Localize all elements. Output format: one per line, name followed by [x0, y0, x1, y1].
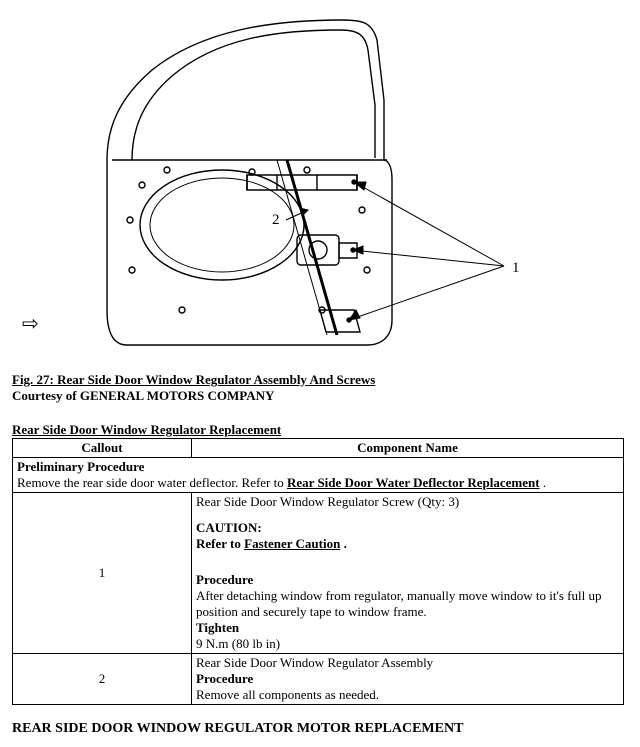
callout-1-label: 1: [512, 260, 520, 276]
row2-component: Rear Side Door Window Regulator Assembly…: [192, 654, 624, 705]
row1-tighten-label: Tighten: [196, 620, 619, 636]
table-row: 1 Rear Side Door Window Regulator Screw …: [13, 493, 624, 654]
door-svg: 1 2: [72, 10, 532, 370]
figure-courtesy: Courtesy of GENERAL MOTORS COMPANY: [12, 388, 628, 404]
row1-title: Rear Side Door Window Regulator Screw (Q…: [196, 494, 619, 510]
prelim-text-pre: Remove the rear side door water deflecto…: [17, 475, 287, 490]
prelim-text-post: .: [540, 475, 547, 490]
next-section-heading: REAR SIDE DOOR WINDOW REGULATOR MOTOR RE…: [12, 721, 628, 737]
prelim-heading: Preliminary Procedure: [17, 459, 619, 475]
table-header-row: Callout Component Name: [13, 439, 624, 458]
left-arrow-icon: ⇨: [22, 311, 39, 336]
prelim-link[interactable]: Rear Side Door Water Deflector Replaceme…: [287, 475, 540, 490]
prelim-row: Preliminary Procedure Remove the rear si…: [13, 458, 624, 493]
row2-proc-label: Procedure: [196, 671, 619, 687]
col-callout: Callout: [13, 439, 192, 458]
row1-caution-label: CAUTION:: [196, 520, 619, 536]
row2-callout: 2: [13, 654, 192, 705]
row1-caution-link[interactable]: Fastener Caution: [244, 536, 340, 551]
row1-component: Rear Side Door Window Regulator Screw (Q…: [192, 493, 624, 654]
row1-proc-label: Procedure: [196, 572, 619, 588]
row1-caution-post: .: [340, 536, 347, 551]
figure-label: Fig. 27: Rear Side Door Window Regulator…: [12, 372, 375, 387]
row1-proc-text: After detaching window from regulator, m…: [196, 588, 619, 620]
row1-callout: 1: [13, 493, 192, 654]
door-diagram: ⇨: [72, 10, 532, 370]
replacement-table: Callout Component Name Preliminary Proce…: [12, 438, 624, 705]
callout-2-label: 2: [272, 212, 280, 228]
row1-tighten-val: 9 N.m (80 lb in): [196, 636, 619, 652]
figure-caption: Fig. 27: Rear Side Door Window Regulator…: [12, 372, 628, 388]
row2-title: Rear Side Door Window Regulator Assembly: [196, 655, 619, 671]
table-title: Rear Side Door Window Regulator Replacem…: [12, 422, 628, 438]
row2-proc-text: Remove all components as needed.: [196, 687, 619, 703]
table-row: 2 Rear Side Door Window Regulator Assemb…: [13, 654, 624, 705]
col-component: Component Name: [192, 439, 624, 458]
row1-caution-pre: Refer to: [196, 536, 244, 551]
